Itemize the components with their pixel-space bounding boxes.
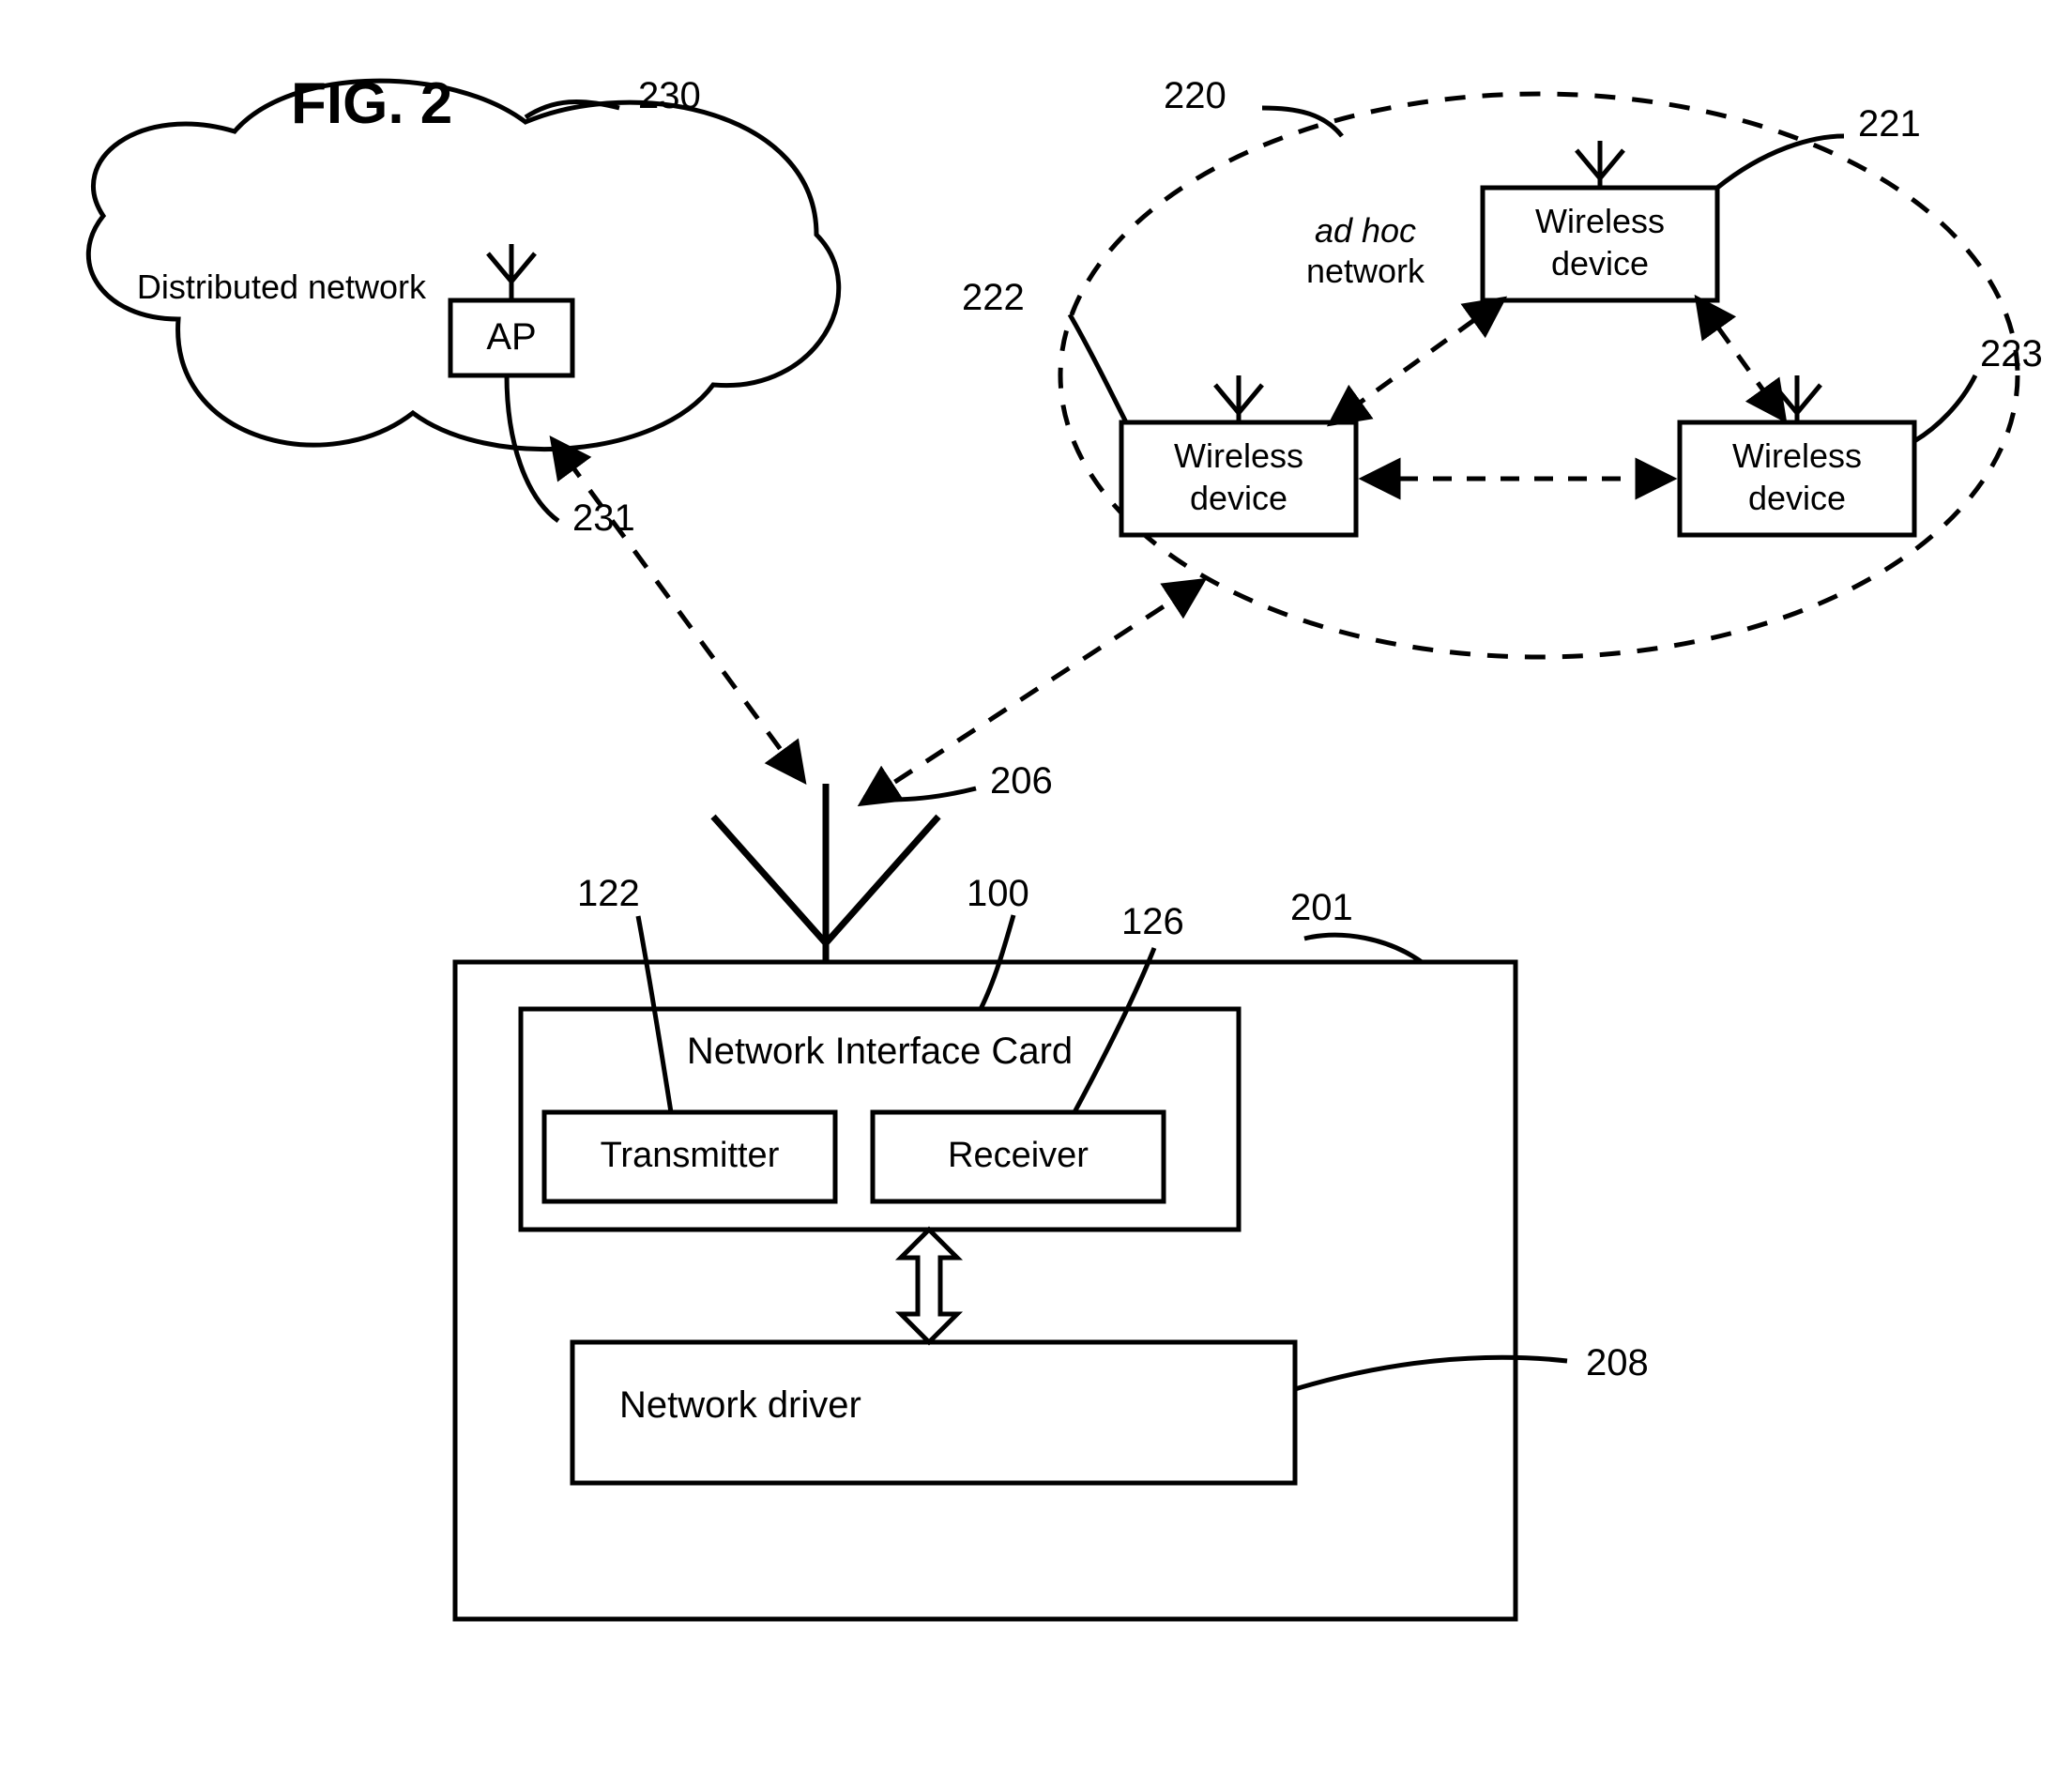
wireless-222-l2: device (1121, 479, 1356, 518)
ref-201: 201 (1290, 887, 1353, 929)
ap-antenna (488, 244, 535, 300)
figure-title: FIG. 2 (291, 70, 452, 137)
ap-label: AP (460, 316, 563, 359)
ref-230: 230 (638, 75, 701, 117)
adhoc-ellipse (1060, 94, 2018, 657)
distributed-network-label: Distributed network (122, 267, 441, 307)
ref-100: 100 (967, 873, 1029, 915)
ref-220: 220 (1164, 75, 1226, 117)
transmitter-label: Transmitter (544, 1136, 835, 1176)
wireless-222-antenna (1215, 375, 1262, 422)
ref-222: 222 (962, 277, 1025, 319)
link-221-222 (1333, 300, 1501, 422)
leader-201 (1304, 935, 1422, 962)
ref-221: 221 (1858, 103, 1921, 145)
adhoc-label-2: network (1272, 252, 1459, 291)
receiver-label: Receiver (873, 1136, 1164, 1176)
host-antenna (713, 784, 938, 962)
wireless-221-antenna (1577, 141, 1623, 188)
wireless-223-l2: device (1680, 479, 1914, 518)
wireless-223-l1: Wireless (1680, 436, 1914, 476)
wireless-221-l1: Wireless (1483, 202, 1717, 241)
diagram-canvas: FIG. 2 230 231 220 221 222 223 206 100 1… (0, 0, 2072, 1773)
driver-label: Network driver (619, 1384, 995, 1427)
link-host-ap (554, 441, 802, 779)
adhoc-label-1: ad hoc (1272, 211, 1459, 251)
ref-126: 126 (1121, 901, 1184, 943)
diagram-svg (0, 0, 2072, 1773)
leader-221 (1717, 136, 1844, 188)
ref-231: 231 (572, 497, 635, 540)
cloud-shape (88, 81, 838, 449)
leader-223 (1914, 375, 1975, 441)
link-221-223 (1699, 300, 1783, 418)
nic-label: Network Interface Card (521, 1031, 1239, 1073)
ref-122: 122 (577, 873, 640, 915)
wireless-222-l1: Wireless (1121, 436, 1356, 476)
ref-208: 208 (1586, 1342, 1649, 1384)
leader-222 (1070, 314, 1126, 422)
ref-206: 206 (990, 760, 1053, 802)
wireless-221-l2: device (1483, 244, 1717, 283)
ref-223: 223 (1980, 333, 2043, 375)
